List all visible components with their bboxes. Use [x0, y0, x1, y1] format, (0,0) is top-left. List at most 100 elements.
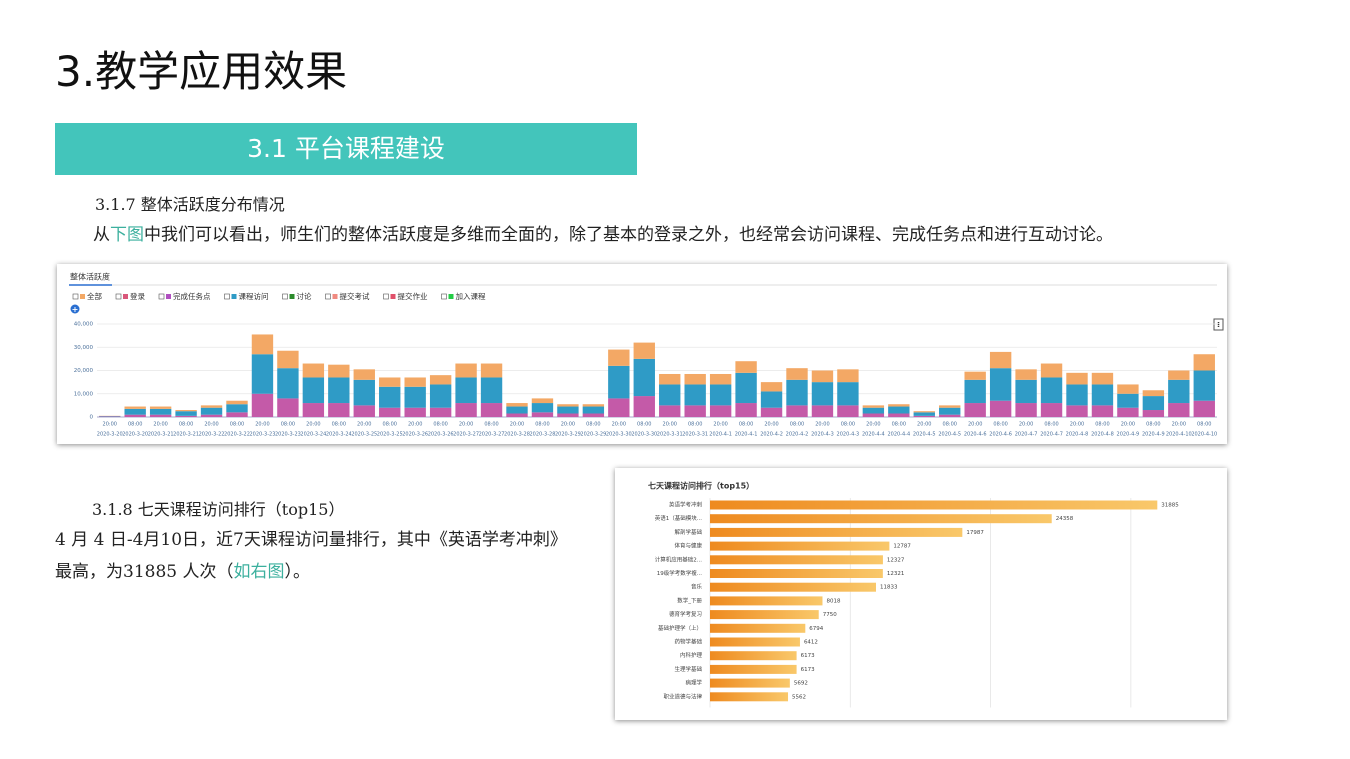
bar-segment — [837, 382, 859, 406]
bar-segment — [709, 405, 732, 417]
bar — [710, 610, 819, 620]
chart-title: 七天课程访问排行（top15） — [648, 481, 754, 491]
value-label: 17987 — [966, 530, 984, 536]
x-tick-sublabel: 08:00 — [739, 422, 753, 428]
bar-segment — [379, 386, 401, 408]
x-tick-sublabel: 08:00 — [1095, 422, 1109, 428]
value-label: 24358 — [1056, 516, 1074, 522]
value-label: 6173 — [801, 667, 815, 673]
x-tick-sublabel: 20:00 — [612, 422, 626, 428]
legend-swatch — [80, 294, 85, 299]
bar-segment — [1168, 403, 1190, 417]
bar-segment — [786, 368, 808, 380]
x-tick-sublabel: 20:00 — [204, 422, 218, 428]
bar-segment — [862, 407, 885, 414]
y-tick-label: 计算机应用基础2... — [655, 555, 702, 563]
bar-segment — [989, 351, 1012, 369]
bar-segment — [633, 396, 655, 417]
bar — [710, 500, 1158, 510]
bar-segment — [353, 405, 375, 417]
x-tick-sublabel: 20:00 — [968, 422, 982, 428]
bar-segment — [964, 371, 986, 380]
heading: 3.1.8 七天课程访问排行（top15） — [92, 500, 345, 519]
x-tick-sublabel: 20:00 — [408, 422, 422, 428]
x-tick-sublabel: 20:00 — [1070, 422, 1084, 428]
bar-segment — [1040, 363, 1063, 378]
legend-label: 加入课程 — [456, 291, 486, 301]
bar-segment — [149, 408, 172, 415]
value-label: 12327 — [887, 557, 905, 563]
legend-swatch — [332, 294, 338, 299]
bar-segment — [811, 370, 834, 383]
x-tick-label: 2020-3-28 — [504, 432, 530, 438]
bar-segment — [277, 350, 299, 369]
bar-segment — [404, 407, 426, 417]
legend-checkbox — [72, 293, 79, 300]
value-label: 11833 — [880, 585, 898, 591]
x-tick-label: 2020-3-27 — [479, 432, 505, 438]
x-tick-label: 2020-3-22 — [199, 432, 225, 438]
bar-segment — [455, 363, 477, 378]
bar-segment — [175, 410, 197, 412]
x-tick-label: 2020-4-1 — [709, 432, 732, 438]
legend-checkbox — [158, 293, 165, 300]
x-tick-label: 2020-3-20 — [122, 432, 148, 438]
bar-segment — [557, 413, 579, 417]
x-tick-sublabel: 08:00 — [943, 422, 957, 428]
bar-segment — [1193, 370, 1215, 401]
bar-segment — [964, 379, 986, 404]
bar-segment — [480, 363, 503, 378]
bar-segment — [1066, 372, 1088, 385]
bar-segment — [913, 411, 935, 413]
x-tick-sublabel: 20:00 — [713, 422, 727, 428]
bar-segment — [964, 403, 986, 417]
value-label: 12787 — [893, 544, 911, 550]
x-tick-label: 2020-4-2 — [786, 432, 809, 438]
x-tick-label: 2020-3-31 — [682, 432, 708, 438]
x-tick-label: 2020-3-23 — [250, 432, 276, 438]
bar-segment — [251, 354, 274, 394]
legend-swatch — [390, 294, 396, 299]
bar-segment — [1015, 379, 1037, 404]
chart-title: 整体活跃度 — [70, 272, 110, 282]
bar-segment — [1091, 372, 1114, 385]
bar-segment — [939, 407, 961, 415]
text: 4 月 4 日-4月10日，近7天课程访问量排行，其中《英语学考冲刺》 — [55, 530, 567, 550]
bar — [710, 596, 823, 606]
x-tick-label: 2020-3-21 — [173, 432, 199, 438]
x-tick-label: 2020-4-7 — [1015, 432, 1038, 438]
bar-segment — [1117, 407, 1139, 417]
expand-icon — [70, 304, 80, 314]
x-tick-label: 2020-4-10 — [1166, 432, 1192, 438]
y-tick-label: 解剖学基础 — [674, 528, 702, 536]
x-tick-label: 2020-3-23 — [275, 432, 301, 438]
bar-segment — [379, 377, 401, 387]
bar-segment — [429, 384, 452, 408]
bar-segment — [659, 405, 681, 417]
expand-icon: + — [72, 305, 79, 314]
x-tick-sublabel: 20:00 — [306, 422, 320, 428]
bar-segment — [608, 349, 630, 366]
x-tick-sublabel: 08:00 — [637, 422, 651, 428]
y-tick-label: 音乐 — [691, 583, 703, 591]
bar-segment — [659, 384, 681, 406]
bar-segment — [1168, 379, 1190, 404]
bar-segment — [506, 403, 528, 407]
bar-segment — [506, 413, 528, 417]
legend-label: 讨论 — [297, 291, 312, 301]
bar-segment — [582, 406, 605, 414]
legend-swatch — [231, 294, 237, 299]
x-tick-label: 2020-4-3 — [811, 432, 834, 438]
legend-label: 全部 — [87, 291, 102, 301]
bar-segment — [1015, 403, 1037, 417]
bar-segment — [353, 369, 375, 380]
bar-segment — [328, 377, 350, 404]
bar-segment — [480, 377, 503, 404]
bar-segment — [200, 414, 223, 417]
legend-swatch — [289, 294, 295, 299]
y-tick-label: 内科护理 — [680, 651, 703, 659]
bar-segment — [149, 414, 172, 417]
x-tick-sublabel: 20:00 — [357, 422, 371, 428]
legend-label: 提交考试 — [340, 291, 370, 301]
